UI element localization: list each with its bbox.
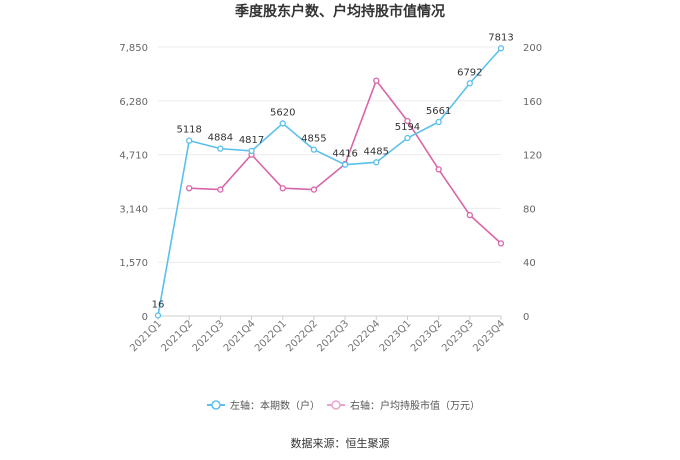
left-axis: 0 1,570 3,140 4,710 6,280 7,850 [119, 43, 148, 323]
right-axis: 0 40 80 120 160 200 [523, 43, 542, 323]
data-label-households: 7813 [488, 32, 513, 43]
legend-marker-avg-value [331, 400, 341, 410]
point-avg-value [310, 186, 318, 193]
right-tick-label: 160 [523, 97, 542, 108]
x-tick-label: 2022Q4 [347, 318, 383, 354]
left-tick-label: 3,140 [119, 204, 148, 215]
legend-marker-households [211, 400, 221, 410]
right-tick-label: 40 [523, 258, 536, 269]
chart-title: 季度股东户数、户均持股市值情况 [234, 3, 445, 20]
x-tick-label: 2022Q2 [284, 318, 320, 354]
x-tick-label: 2022Q3 [315, 318, 351, 354]
left-tick-label: 1,570 [119, 258, 148, 269]
point-households [186, 137, 193, 144]
point-households [310, 146, 318, 153]
point-avg-value [497, 240, 505, 247]
x-axis: 2021Q12021Q22021Q32021Q42022Q12022Q22022… [128, 316, 507, 354]
data-label-households: 4416 [332, 149, 357, 160]
point-avg-value [217, 186, 224, 193]
left-tick-label: 7,850 [119, 43, 148, 54]
series-area: 16 5118 4884 4817 5620 4855 4416 4485 5194 5661 67… [152, 32, 514, 319]
x-tick-label: 2023Q1 [378, 318, 414, 354]
data-label-households: 5118 [176, 125, 201, 136]
right-tick-label: 0 [523, 312, 529, 323]
data-label-households: 6792 [457, 67, 482, 78]
x-tick-label: 2023Q4 [471, 318, 507, 354]
x-tick-label: 2023Q3 [440, 318, 476, 354]
legend-label-avg-value: 右轴：户均持股市值（万元） [350, 399, 480, 412]
data-label-households: 4884 [208, 133, 233, 144]
x-tick-label: 2022Q1 [253, 318, 289, 354]
x-tick-label: 2021Q4 [222, 318, 258, 354]
point-households [497, 45, 505, 52]
point-avg-value [466, 211, 473, 219]
left-tick-label: 6,280 [119, 97, 148, 108]
legend-item-avg-value[interactable]: 右轴：户均持股市值（万元） [327, 399, 480, 412]
data-label-households: 4855 [301, 134, 326, 145]
point-avg-value [404, 117, 411, 125]
grid-lines [158, 46, 501, 317]
right-tick-label: 120 [523, 151, 542, 162]
x-tick-label: 2021Q2 [159, 318, 195, 354]
point-households [435, 118, 442, 126]
legend[interactable]: 左轴：本期数（户） 右轴：户均持股市值（万元） [207, 399, 480, 412]
right-tick-label: 200 [523, 43, 542, 54]
left-tick-label: 4,710 [119, 151, 148, 162]
data-label-households: 4485 [364, 146, 389, 157]
point-households [341, 161, 349, 168]
point-households [154, 312, 162, 319]
data-label-households: 4817 [239, 135, 264, 146]
series-line-households [157, 47, 502, 316]
point-avg-value [435, 166, 442, 173]
x-tick-label: 2023Q2 [409, 318, 445, 354]
point-avg-value [279, 185, 286, 192]
point-avg-value [186, 185, 193, 192]
right-tick-label: 80 [523, 204, 536, 215]
point-households [373, 159, 380, 166]
point-households [404, 134, 411, 142]
x-tick-label: 2021Q3 [191, 318, 227, 354]
left-tick-label: 0 [142, 312, 148, 323]
point-households [248, 147, 255, 155]
point-households [466, 80, 473, 87]
point-avg-value [373, 77, 380, 84]
data-label-households: 5661 [426, 106, 451, 117]
x-tick-label: 2021Q1 [128, 318, 164, 354]
data-source: 数据来源：恒生聚源 [291, 436, 390, 450]
point-households [217, 145, 224, 152]
point-households [279, 120, 286, 127]
legend-item-households[interactable]: 左轴：本期数（户） [207, 399, 320, 412]
data-label-households: 5620 [270, 107, 295, 118]
data-label-households: 5194 [395, 122, 420, 133]
data-label-households: 16 [152, 299, 165, 310]
legend-label-households: 左轴：本期数（户） [230, 399, 320, 412]
